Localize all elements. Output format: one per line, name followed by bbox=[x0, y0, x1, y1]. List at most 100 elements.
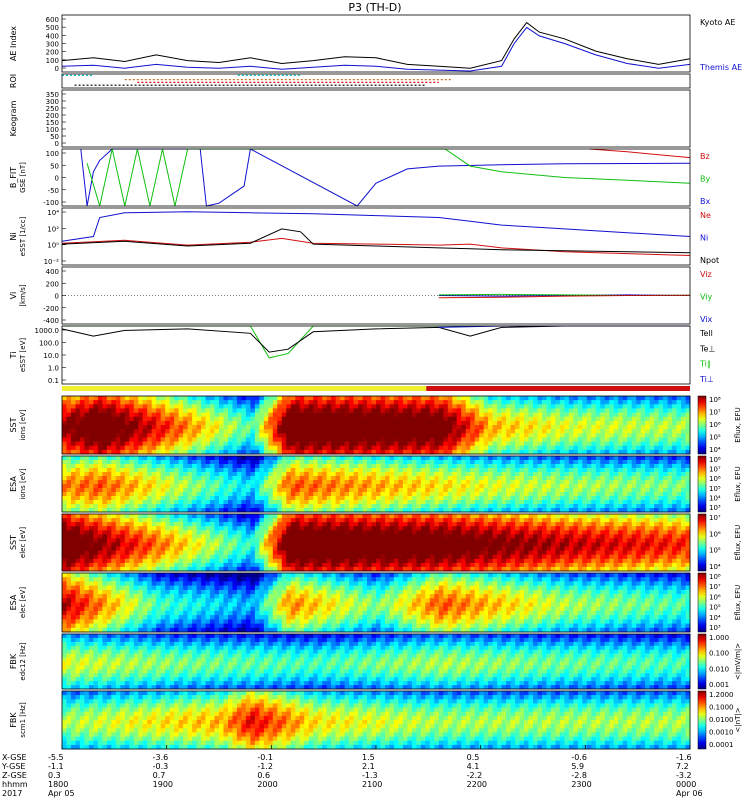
heat-cell bbox=[632, 446, 637, 451]
heat-cell bbox=[363, 417, 368, 422]
heat-cell bbox=[206, 480, 211, 484]
heat-cell bbox=[246, 492, 251, 496]
heat-cell bbox=[497, 408, 502, 413]
legend-entry: Bz bbox=[700, 152, 710, 161]
heat-cell bbox=[538, 421, 543, 426]
heat-cell bbox=[358, 413, 363, 418]
heat-cell bbox=[668, 446, 673, 451]
heat-cell bbox=[313, 559, 318, 564]
heat-cell bbox=[188, 488, 193, 492]
heat-cell bbox=[134, 413, 139, 418]
heat-cell bbox=[470, 484, 475, 488]
heat-cell bbox=[286, 538, 291, 543]
heat-cell bbox=[219, 484, 224, 488]
heat-cell bbox=[165, 514, 170, 519]
heat-cell bbox=[412, 421, 417, 426]
heat-cell bbox=[416, 456, 421, 460]
heat-cell bbox=[277, 404, 282, 409]
heat-cell bbox=[582, 404, 587, 409]
heat-cell bbox=[372, 442, 377, 447]
heat-cell bbox=[219, 396, 224, 401]
heat-cell bbox=[336, 530, 341, 535]
heat-cell bbox=[134, 559, 139, 564]
heat-cell bbox=[573, 492, 578, 496]
heat-cell bbox=[636, 472, 641, 476]
heat-cell bbox=[573, 456, 578, 460]
heat-cell bbox=[300, 460, 305, 464]
heat-cell bbox=[120, 555, 125, 560]
heat-cell bbox=[107, 400, 112, 405]
heat-cell bbox=[461, 442, 466, 447]
heat-cell bbox=[259, 518, 264, 523]
heat-cell bbox=[309, 442, 314, 447]
heat-cell bbox=[98, 534, 103, 539]
heat-cell bbox=[336, 433, 341, 438]
heat-cell bbox=[170, 460, 175, 464]
heat-cell bbox=[430, 425, 435, 430]
heat-cell bbox=[340, 563, 345, 568]
heat-cell bbox=[241, 514, 246, 519]
heat-cell bbox=[224, 396, 229, 401]
heat-cell bbox=[354, 500, 359, 504]
heat-cell bbox=[668, 464, 673, 468]
heat-cell bbox=[156, 518, 161, 523]
heat-cell bbox=[84, 437, 89, 442]
heat-cell bbox=[84, 464, 89, 468]
heat-cell bbox=[434, 456, 439, 460]
heat-cell bbox=[372, 400, 377, 405]
heat-cell bbox=[461, 460, 466, 464]
heat-cell bbox=[385, 472, 390, 476]
heat-cell bbox=[502, 464, 507, 468]
heat-cell bbox=[183, 408, 188, 413]
heat-cell bbox=[587, 396, 592, 401]
heat-cell bbox=[309, 456, 314, 460]
heat-cell bbox=[71, 472, 76, 476]
heat-cell bbox=[336, 526, 341, 531]
heat-cell bbox=[80, 492, 85, 496]
heat-cell bbox=[241, 468, 246, 472]
heat-cell bbox=[165, 464, 170, 468]
heat-cell bbox=[318, 526, 323, 531]
heat-cell bbox=[179, 555, 184, 560]
heat-cell bbox=[596, 446, 601, 451]
heat-cell bbox=[156, 484, 161, 488]
heat-cell bbox=[62, 400, 67, 405]
heat-cell bbox=[134, 514, 139, 519]
heat-cell bbox=[228, 433, 233, 438]
heat-cell bbox=[102, 500, 107, 504]
heat-cell bbox=[596, 442, 601, 447]
heat-cell bbox=[255, 543, 260, 548]
heat-cell bbox=[605, 429, 610, 434]
heat-cell bbox=[179, 518, 184, 523]
heat-cell bbox=[259, 563, 264, 568]
heat-cell bbox=[668, 429, 673, 434]
heat-cell bbox=[246, 417, 251, 422]
heat-cell bbox=[470, 496, 475, 500]
heat-cell bbox=[277, 555, 282, 560]
heat-cell bbox=[475, 460, 480, 464]
heat-cell bbox=[623, 492, 628, 496]
heat-cell bbox=[681, 468, 686, 472]
sublabel-bfit: GSE [nT] bbox=[19, 162, 27, 193]
heat-cell bbox=[129, 526, 134, 531]
heat-cell bbox=[322, 551, 327, 556]
heat-cell bbox=[632, 429, 637, 434]
heat-cell bbox=[506, 500, 511, 504]
heat-cell bbox=[201, 518, 206, 523]
heat-cell bbox=[515, 433, 520, 438]
heat-cell bbox=[300, 400, 305, 405]
heat-cell bbox=[170, 500, 175, 504]
heat-cell bbox=[246, 555, 251, 560]
heat-cell bbox=[102, 404, 107, 409]
heat-cell bbox=[129, 514, 134, 519]
heat-cell bbox=[300, 408, 305, 413]
heat-cell bbox=[161, 514, 166, 519]
heat-cell bbox=[313, 456, 318, 460]
heat-cell bbox=[327, 460, 332, 464]
heat-cell bbox=[668, 396, 673, 401]
ylabel-sst-ion: SST bbox=[9, 417, 18, 432]
heat-cell bbox=[156, 559, 161, 564]
heat-cell bbox=[421, 464, 426, 468]
heat-cell bbox=[125, 408, 130, 413]
heat-cell bbox=[107, 530, 112, 535]
